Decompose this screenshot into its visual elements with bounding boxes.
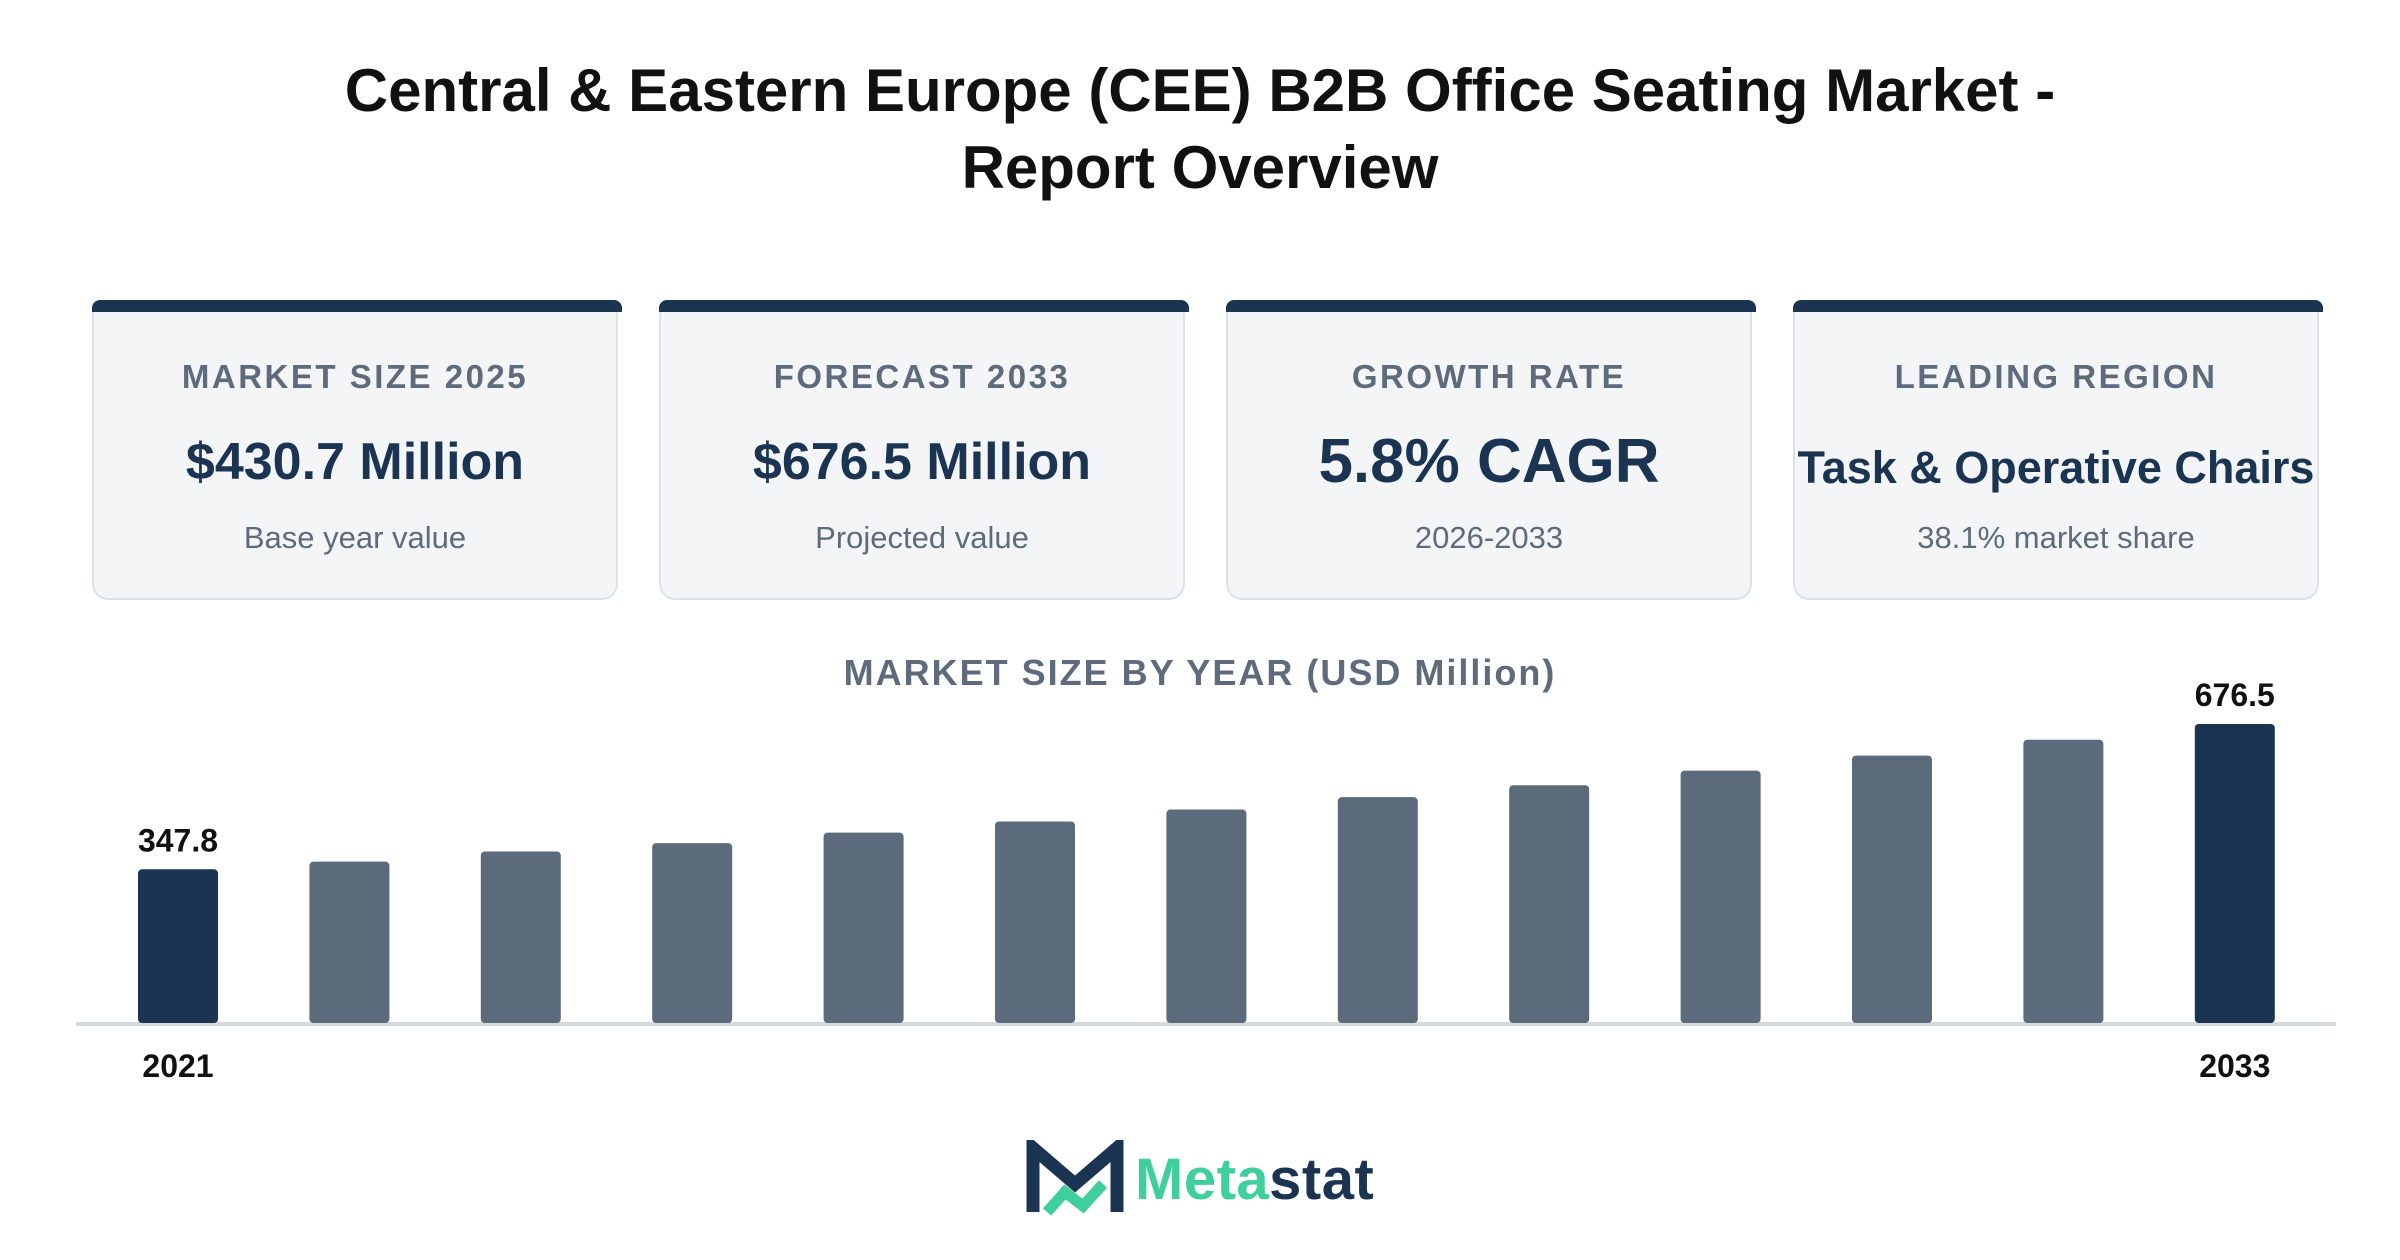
page-title: Central & Eastern Europe (CEE) B2B Offic… bbox=[200, 52, 2200, 206]
bar-2030 bbox=[1680, 770, 1761, 1023]
card-subtext: 38.1% market share bbox=[1917, 520, 2195, 555]
x-tick-label: 2033 bbox=[2199, 1048, 2270, 1084]
metastat-logo: Metastat bbox=[1025, 1140, 1395, 1220]
logo-text-meta: Meta bbox=[1135, 1147, 1270, 1212]
bar-2021 bbox=[138, 869, 218, 1023]
chart-title: MARKET SIZE BY YEAR (USD Million) bbox=[843, 652, 1557, 693]
card-label: GROWTH RATE bbox=[1351, 358, 1627, 395]
card-label: LEADING REGION bbox=[1894, 358, 2218, 395]
card-accent-bar bbox=[1793, 300, 2323, 312]
card-value: $430.7 Million bbox=[185, 433, 525, 491]
growth-rate-card: GROWTH RATE 5.8% CAGR 2026-2033 bbox=[1226, 300, 1756, 600]
market-size-card: MARKET SIZE 2025 $430.7 Million Base yea… bbox=[92, 300, 622, 600]
logo-wordmark: Metastat bbox=[1135, 1146, 1374, 1213]
title-line-2: Report Overview bbox=[961, 134, 1439, 201]
card-subtext: Projected value bbox=[815, 520, 1029, 555]
card-accent-bar bbox=[659, 300, 1189, 312]
card-subtext: 2026-2033 bbox=[1414, 520, 1564, 555]
bar-chart: 347.8 2021 676.5 2033 bbox=[76, 677, 2336, 1084]
bar-2028 bbox=[1337, 797, 1418, 1023]
card-subtext: Base year value bbox=[243, 520, 467, 555]
forecast-card: FORECAST 2033 $676.5 Million Projected v… bbox=[659, 300, 1189, 600]
bar-2024 bbox=[652, 843, 733, 1023]
bar-2023 bbox=[480, 851, 561, 1023]
logo-mark-icon bbox=[1026, 1140, 1124, 1216]
bar-2025 bbox=[823, 832, 904, 1023]
card-label: FORECAST 2033 bbox=[773, 358, 1071, 395]
value-label: 676.5 bbox=[2195, 677, 2275, 713]
logo-text-stat: stat bbox=[1269, 1147, 1375, 1212]
bar-2022 bbox=[309, 861, 390, 1023]
card-value: $676.5 Million bbox=[752, 433, 1092, 491]
bar-2032 bbox=[2023, 739, 2104, 1023]
bar-2026 bbox=[995, 821, 1075, 1023]
bar-2031 bbox=[1852, 755, 1932, 1023]
bar-2027 bbox=[1166, 809, 1247, 1023]
leading-region-card: LEADING REGION Task & Operative Chairs 3… bbox=[1793, 300, 2323, 600]
value-label: 347.8 bbox=[138, 822, 218, 858]
card-value: Task & Operative Chairs bbox=[1797, 442, 2315, 493]
card-value: 5.8% CAGR bbox=[1318, 427, 1660, 496]
title-line-1: Central & Eastern Europe (CEE) B2B Offic… bbox=[344, 57, 2056, 124]
card-accent-bar bbox=[92, 300, 622, 312]
card-accent-bar bbox=[1226, 300, 1756, 312]
bar-2029 bbox=[1509, 785, 1590, 1023]
x-tick-label: 2021 bbox=[142, 1048, 213, 1084]
bar-2033 bbox=[2194, 724, 2275, 1023]
card-label: MARKET SIZE 2025 bbox=[181, 358, 529, 395]
